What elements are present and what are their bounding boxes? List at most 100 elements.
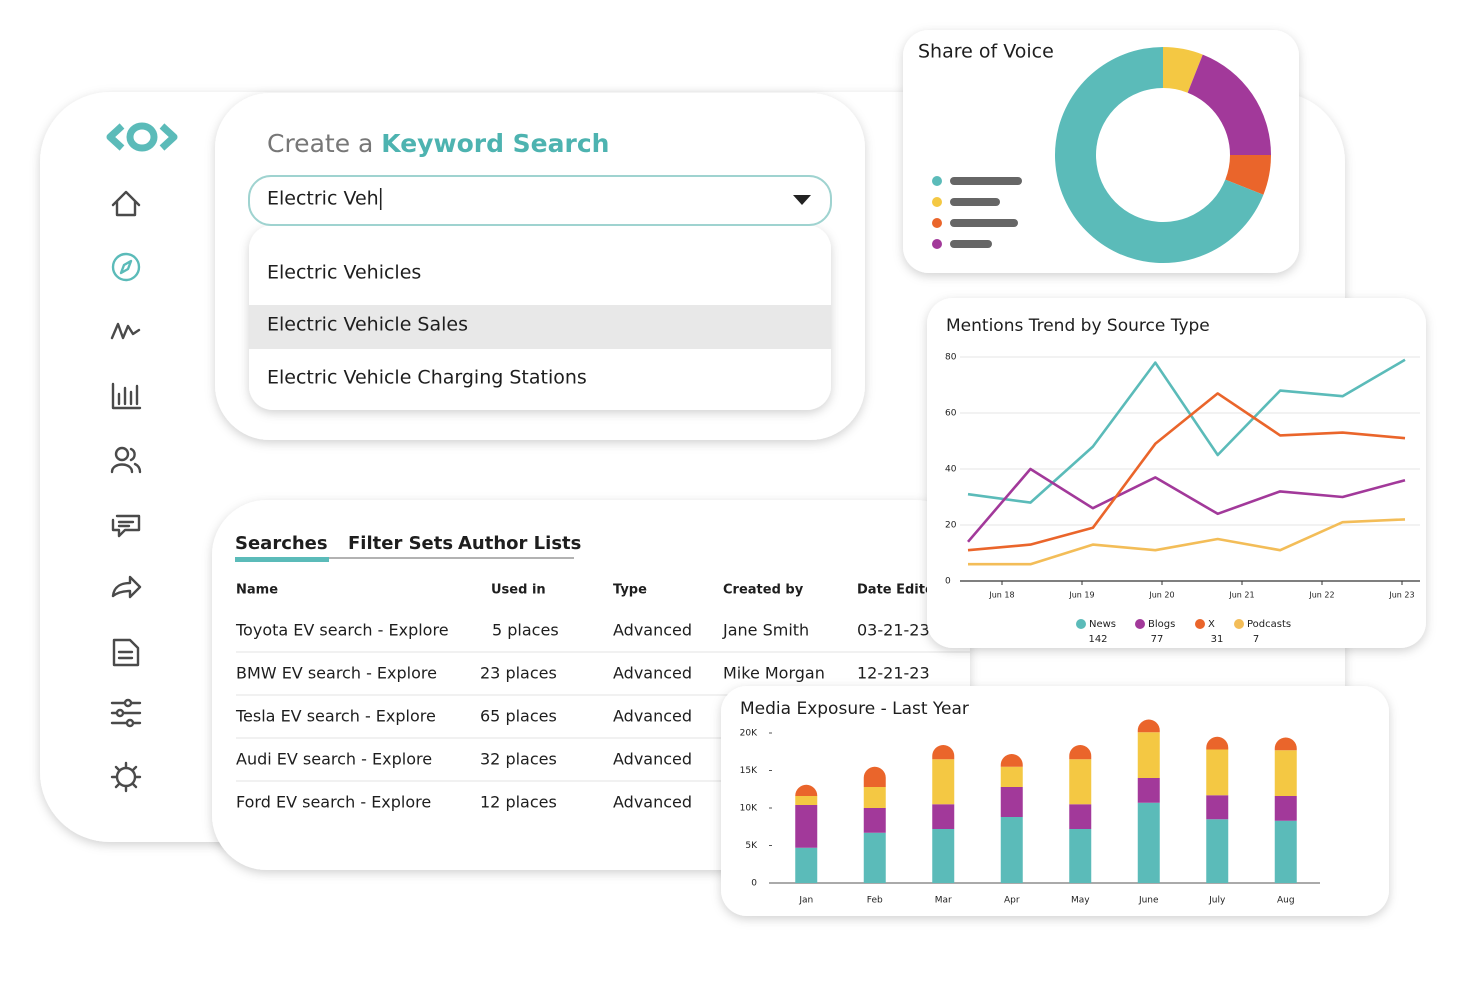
tab[interactable]: Author Lists bbox=[458, 533, 581, 554]
x-tick-label: July bbox=[1208, 896, 1226, 906]
bar-segment bbox=[795, 796, 818, 805]
bar-segment bbox=[1206, 749, 1229, 796]
legend-swatch bbox=[1195, 619, 1205, 629]
bar-segment bbox=[1069, 804, 1092, 829]
table-cell: 65 places bbox=[480, 707, 557, 726]
column-header: Date Edited bbox=[857, 583, 943, 598]
donut-slice bbox=[1187, 54, 1271, 156]
bar-segment bbox=[1069, 759, 1092, 805]
legend-label: X bbox=[1208, 619, 1215, 630]
dropdown-option[interactable]: Electric Vehicles bbox=[267, 262, 421, 284]
bar-segment bbox=[1000, 787, 1023, 817]
y-tick-label: 0 bbox=[945, 577, 951, 587]
title-prefix: Create a bbox=[267, 129, 373, 158]
input-text: Electric Veh bbox=[267, 188, 379, 210]
home-icon[interactable] bbox=[111, 190, 141, 217]
legend-total: 142 bbox=[1088, 634, 1107, 645]
bar-segment bbox=[1274, 820, 1297, 883]
line-series bbox=[967, 467, 1406, 543]
legend-swatch bbox=[1076, 619, 1086, 629]
x-tick-label: Jun 23 bbox=[1388, 591, 1414, 600]
tab[interactable]: Searches bbox=[235, 533, 328, 554]
document-icon[interactable] bbox=[112, 638, 140, 667]
active-tab-underline bbox=[235, 557, 329, 562]
bar-segment bbox=[1137, 732, 1160, 778]
bar-segment bbox=[1274, 750, 1297, 796]
bar-segment bbox=[1137, 778, 1160, 803]
legend-swatch bbox=[1135, 619, 1145, 629]
x-tick-label: Apr bbox=[1004, 896, 1020, 906]
tab[interactable]: Filter Sets bbox=[348, 533, 453, 554]
dropdown-option[interactable]: Electric Vehicle Sales bbox=[267, 314, 468, 336]
card bbox=[927, 298, 1426, 648]
x-tick-label: May bbox=[1071, 896, 1090, 906]
bar-segment bbox=[932, 759, 955, 805]
settings-sliders-icon[interactable] bbox=[110, 698, 142, 728]
line-series bbox=[968, 518, 1406, 566]
bar-segment bbox=[1000, 766, 1023, 787]
table-cell: 23 places bbox=[480, 664, 557, 683]
y-tick-label: 60 bbox=[945, 409, 957, 419]
search-input[interactable] bbox=[248, 175, 832, 226]
bar-segment bbox=[1274, 737, 1297, 751]
bar-segment bbox=[863, 832, 886, 883]
bar-segment bbox=[1000, 754, 1023, 767]
legend-total: 31 bbox=[1211, 634, 1224, 645]
y-tick-label: 20K bbox=[740, 729, 758, 739]
title-keyword: Keyword Search bbox=[381, 129, 609, 158]
bar-segment bbox=[932, 804, 955, 829]
table-cell: Advanced bbox=[613, 750, 692, 769]
dropdown-arrow[interactable] bbox=[793, 195, 811, 205]
table-cell: 12 places bbox=[480, 793, 557, 812]
x-tick-label: Mar bbox=[935, 896, 952, 906]
y-tick-label: 5K bbox=[745, 841, 758, 851]
y-tick-label: 20 bbox=[945, 521, 957, 531]
x-tick-label: Feb bbox=[867, 896, 883, 906]
x-tick-label: Aug bbox=[1277, 896, 1295, 906]
share-of-voice-card: Share of Voice bbox=[903, 30, 1299, 273]
option-highlight bbox=[249, 305, 831, 349]
explore-icon[interactable] bbox=[111, 252, 141, 282]
legend-label: Blogs bbox=[1148, 619, 1175, 630]
share-icon[interactable] bbox=[111, 575, 142, 599]
people-icon[interactable] bbox=[110, 446, 142, 474]
bar-segment bbox=[1274, 796, 1297, 821]
legend-total: 7 bbox=[1253, 634, 1259, 645]
gear-icon[interactable] bbox=[110, 761, 142, 793]
table-cell: Advanced bbox=[613, 664, 692, 683]
trend-icon[interactable] bbox=[110, 322, 141, 340]
y-tick-label: 10K bbox=[740, 804, 758, 814]
mentions-trend-card: Mentions Trend by Source Type 0 20 40 60 80 Ju… bbox=[927, 298, 1426, 648]
bar-segment bbox=[932, 829, 955, 883]
table-cell: Advanced bbox=[613, 621, 692, 640]
bar-segment bbox=[1069, 829, 1092, 883]
table-cell: Audi EV search - Explore bbox=[236, 750, 432, 769]
table-cell: Ford EV search - Explore bbox=[236, 793, 431, 812]
table-cell: Jane Smith bbox=[722, 621, 809, 640]
donut-slice bbox=[1163, 47, 1203, 93]
table-cell: Advanced bbox=[613, 793, 692, 812]
y-tick-label: 40 bbox=[945, 465, 957, 475]
table-cell: 03-21-23 bbox=[857, 621, 930, 640]
y-tick-label: 15K bbox=[740, 766, 758, 776]
y-tick-label: 80 bbox=[945, 353, 957, 363]
chart-title: Media Exposure - Last Year bbox=[740, 699, 969, 719]
line-series bbox=[967, 358, 1406, 504]
dropdown-option[interactable]: Electric Vehicle Charging Stations bbox=[267, 367, 587, 389]
bar-segment bbox=[795, 805, 818, 848]
table-cell: Mike Morgan bbox=[723, 664, 825, 683]
donut-slice bbox=[1055, 47, 1264, 263]
table-cell: Advanced bbox=[613, 707, 692, 726]
chat-icon[interactable] bbox=[111, 514, 141, 538]
x-tick-label: June bbox=[1138, 896, 1159, 906]
x-tick-label: Jun 18 bbox=[988, 591, 1014, 600]
table-cell: Tesla EV search - Explore bbox=[235, 707, 436, 726]
legend-label: Podcasts bbox=[1247, 619, 1291, 630]
chart-icon[interactable] bbox=[111, 382, 142, 410]
column-header: Created by bbox=[723, 583, 804, 598]
logo bbox=[106, 122, 178, 152]
column-header: Type bbox=[613, 583, 647, 598]
table-cell: BMW EV search - Explore bbox=[236, 664, 437, 683]
x-tick-label: Jun 20 bbox=[1148, 591, 1174, 600]
